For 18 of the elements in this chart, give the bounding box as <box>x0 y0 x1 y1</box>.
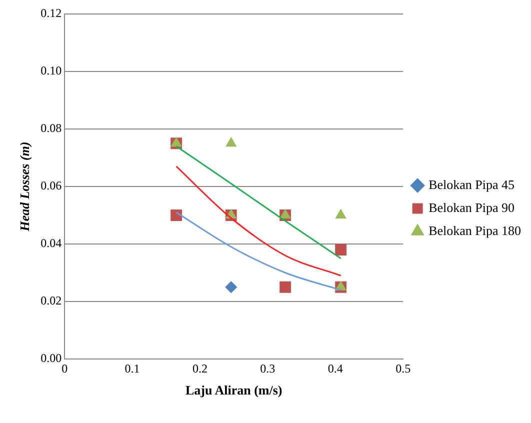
y-tick-label: 0.04 <box>40 236 62 250</box>
x-tick-label: 0.1 <box>124 361 140 376</box>
y-axis-title: Head Losses (m) <box>17 142 32 232</box>
x-tick-label: 0.2 <box>192 361 208 376</box>
y-tick-label: 0.08 <box>40 121 62 136</box>
legend-label: Belokan Pipa 45 <box>428 176 515 192</box>
y-tick-label: 0.06 <box>40 178 62 193</box>
legend-label: Belokan Pipa 90 <box>428 200 515 215</box>
x-tick-label: 0 <box>62 361 68 376</box>
x-axis-title: Laju Aliran (m/s) <box>185 382 282 398</box>
x-tick-label: 0.5 <box>396 361 411 376</box>
y-tick-label: 0.00 <box>40 351 62 366</box>
y-tick-label: 0.10 <box>40 64 62 78</box>
y-tick-label: 0.12 <box>40 6 62 20</box>
y-tick-label: 0.02 <box>40 294 62 308</box>
legend-label: Belokan Pipa 180 <box>428 222 522 238</box>
x-tick-label: 0.3 <box>260 361 276 376</box>
x-tick-label: 0.4 <box>328 361 343 376</box>
